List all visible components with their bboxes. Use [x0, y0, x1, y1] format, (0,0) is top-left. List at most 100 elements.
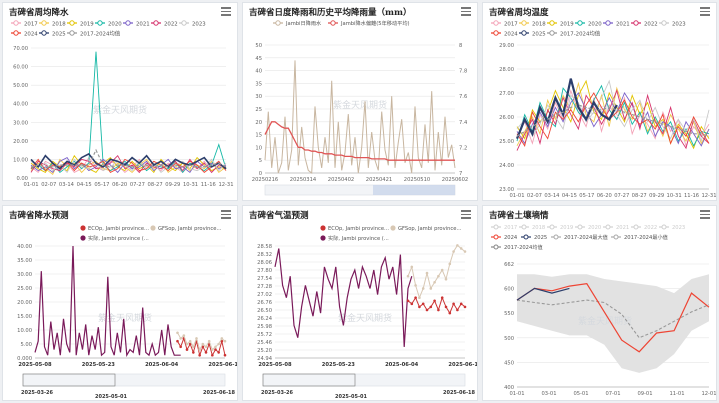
series-line-gfsop-point	[176, 331, 179, 335]
series-line-gfsop-point	[198, 348, 201, 351]
x-tick-label: 20250421	[366, 177, 392, 183]
series-line-2017-2024均值	[516, 104, 710, 137]
y-tick-label: 27.00	[499, 91, 514, 97]
series-line-ecop-point	[211, 353, 214, 357]
watermark: 紫金天风期货	[98, 312, 152, 324]
series-line-gfsop-point	[207, 339, 211, 343]
legend-label: Jambi日降雨水	[285, 19, 322, 27]
x-tick-label: 20250216	[252, 177, 278, 183]
legend-marker	[493, 30, 499, 36]
series-line-gfsop-point	[448, 262, 452, 266]
series-line-2023	[516, 79, 710, 143]
temp-forecast-menu-icon[interactable]	[461, 210, 471, 221]
series-line-2023	[30, 158, 227, 174]
watermark: 紫金天风期货	[93, 104, 147, 116]
y-tick-label: 20	[255, 120, 262, 126]
x-tick-label: 2025-06-04	[145, 362, 179, 368]
y-tick-label: 10.00	[17, 328, 32, 334]
legend-label: 2021	[136, 22, 150, 28]
y-tick-label: 28.00	[499, 67, 514, 73]
y-tick-label: 30	[255, 94, 262, 100]
series-line-gfsop-point	[437, 274, 440, 278]
legend-marker	[69, 20, 75, 26]
legend-label: 2017-2024最大值	[564, 233, 608, 241]
legend-marker	[181, 20, 187, 26]
x-tick-label: 11-16	[201, 182, 216, 188]
x-tick-label: 01-01	[509, 193, 524, 199]
rain-forecast-menu-icon[interactable]	[221, 210, 231, 221]
x-tick-label: 02-07	[527, 193, 542, 199]
series-line-average	[516, 299, 710, 339]
series-line-2025	[515, 78, 618, 140]
legend-marker	[153, 20, 159, 26]
legend-marker	[150, 225, 156, 231]
weekly-temp-menu-icon[interactable]	[700, 7, 710, 18]
legend-marker	[661, 20, 667, 26]
soil-moisture-title: 吉碑省土壤墒情	[489, 211, 549, 221]
y-tick-label: 26.00	[499, 115, 514, 121]
watermark: 紫金天风期货	[338, 312, 392, 324]
series-line-gfsop-point	[185, 342, 189, 346]
legend-label: 2022	[644, 22, 658, 28]
x-tick-label: 07-27	[614, 193, 629, 199]
y-tick-label: 27.28	[257, 284, 272, 290]
y-tick-label: 10.00	[13, 157, 28, 163]
series-line-ecop-point	[414, 296, 417, 299]
x-tick-label: 2025-05-23	[82, 362, 116, 368]
series-line-gfsop-point	[433, 281, 436, 284]
y-tick-label: 26.50	[257, 308, 272, 314]
x-tick-label: 09-01	[637, 391, 652, 397]
y-tick-label: 0.00	[16, 176, 28, 182]
weekly-temp-panel: 吉碑省周均温度 2017 2018 2019 2020 2021 2022 2023 2024…	[482, 2, 717, 201]
y-tick-label: 5	[259, 158, 262, 164]
series-line-gfsop-point	[204, 345, 208, 349]
series-line-gfsop-point	[459, 247, 463, 250]
y-tick-label: 400	[504, 385, 514, 391]
legend-label: 2018	[532, 225, 545, 231]
series-line-gfsop-point	[211, 348, 214, 351]
x-tick-label: 05-17	[94, 182, 109, 188]
series-line-ecop	[177, 336, 226, 357]
series-line-ecop-point	[459, 302, 463, 306]
time-navigator	[22, 373, 226, 387]
legend-label: 2017-2024均值	[80, 30, 121, 38]
legend-label: 2020	[588, 225, 601, 231]
series-line-moving-average	[264, 121, 455, 161]
legend-label: 2019	[560, 225, 573, 231]
legend-marker	[521, 20, 527, 26]
y2-tick-label: 7.8	[459, 69, 467, 75]
y-tick-label: 15	[255, 133, 262, 139]
legend-marker	[493, 20, 499, 26]
legend-label: 2017	[504, 22, 518, 28]
x-tick-label: 2025-06-18	[448, 362, 478, 368]
x-tick-label: 11-16	[684, 193, 699, 199]
y-tick-label: 0	[259, 171, 262, 177]
y-tick-label: 35	[255, 81, 262, 87]
daily-rain-panel: 吉碑省日度降雨和历史平均降雨量（mm） Jambi日降雨水 Jambi降水偏離(5…	[242, 2, 478, 201]
y-tick-label: 35.00	[17, 258, 32, 264]
weekly-rain-menu-icon[interactable]	[221, 7, 231, 18]
x-tick-label: 20250602	[442, 177, 468, 183]
series-line-ecop-point	[192, 351, 195, 354]
x-tick-label: 12-31	[218, 182, 233, 188]
x-tick-label: 12-31	[701, 193, 716, 199]
series-line-2020	[30, 51, 227, 174]
series-line-gfsop-point	[214, 345, 217, 349]
series-line-gfsop-point	[182, 334, 186, 337]
y-tick-label: 26.24	[257, 316, 273, 322]
series-line-2021	[516, 92, 710, 147]
x-tick-label: 05-17	[579, 193, 594, 199]
legend-marker	[613, 234, 619, 240]
daily-rain-menu-icon[interactable]	[461, 7, 471, 18]
y-tick-label: 5.00	[20, 342, 32, 348]
navigator-end-label: 2025-06-18	[443, 390, 476, 396]
x-tick-label: 05-01	[573, 391, 588, 397]
weekly-temp-title: 吉碑省周均温度	[489, 8, 549, 18]
legend-label: 2018	[52, 22, 66, 28]
soil-moisture-menu-icon[interactable]	[700, 210, 710, 221]
weekly-rain-chart: 2017 2018 2019 2020 2021 2022 2023 2024 2025 2017…	[11, 20, 234, 188]
series-line-ecop-point	[421, 302, 425, 306]
y-tick-label: 27.54	[257, 276, 273, 282]
x-tick-label: 07-27	[130, 182, 145, 188]
series-line-ecop-point	[223, 353, 227, 357]
